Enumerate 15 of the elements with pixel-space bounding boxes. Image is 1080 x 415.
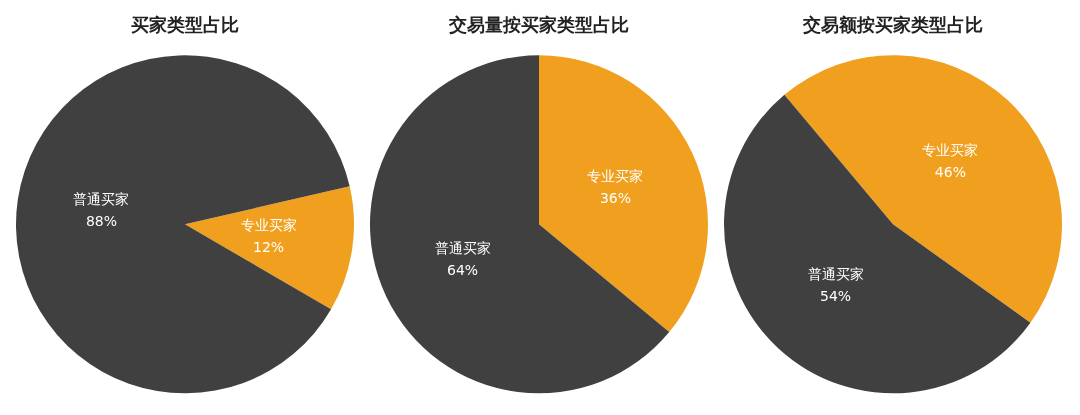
slice-label: 专业买家 xyxy=(587,167,644,184)
chart-title: 交易额按买家类型占比 xyxy=(802,14,983,36)
data-label: 36% xyxy=(599,189,632,206)
slice-label: 普通买家 xyxy=(807,265,864,282)
chart-title: 买家类型占比 xyxy=(131,14,239,36)
chart-title: 交易量按买家类型占比 xyxy=(448,14,629,36)
slice-label: 专业买家 xyxy=(240,216,297,233)
data-label: 12% xyxy=(252,238,285,255)
slice-label: 普通买家 xyxy=(73,191,130,208)
slice-label: 普通买家 xyxy=(434,239,491,256)
data-label: 46% xyxy=(934,163,966,180)
data-label: 88% xyxy=(85,213,118,230)
data-label: 64% xyxy=(446,261,479,278)
slice-label: 专业买家 xyxy=(922,141,979,158)
data-label: 54% xyxy=(820,287,852,304)
